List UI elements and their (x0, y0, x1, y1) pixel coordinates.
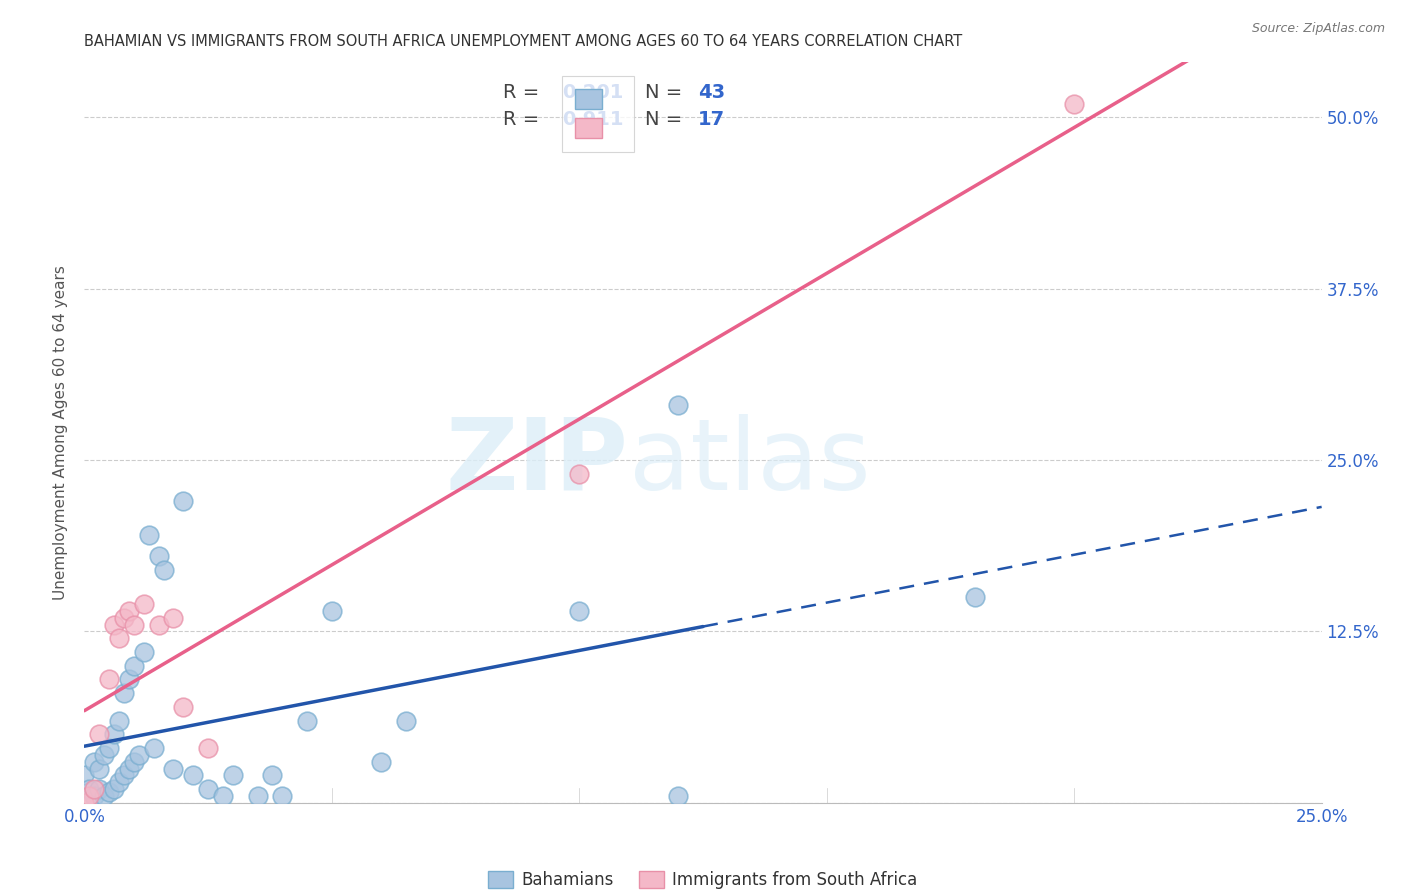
Point (212, 789, 235, 803)
Point (98, 741, 121, 756)
Point (246, 789, 269, 803)
Point (103, 782, 125, 797)
Point (295, 714, 318, 728)
Point (118, 673, 141, 687)
Text: N =: N = (645, 83, 689, 102)
Point (138, 528, 160, 542)
Text: R =: R = (502, 83, 546, 102)
Text: 43: 43 (697, 83, 725, 102)
Point (395, 714, 418, 728)
Point (262, 768, 284, 782)
Point (197, 741, 219, 756)
Point (162, 762, 184, 776)
Point (108, 775, 131, 789)
Point (152, 563, 174, 577)
Point (132, 597, 155, 611)
Point (1063, 96, 1085, 111)
Point (93, 747, 115, 762)
Point (321, 604, 343, 618)
Point (181, 768, 204, 782)
Point (118, 762, 141, 776)
Point (666, 398, 689, 412)
Point (98, 673, 121, 687)
Point (148, 617, 170, 632)
Point (132, 645, 155, 659)
Point (172, 494, 194, 508)
Point (89, 727, 111, 741)
Point (122, 617, 145, 632)
Point (73, 796, 96, 810)
Point (370, 755, 392, 769)
Point (118, 604, 141, 618)
Text: 17: 17 (697, 110, 725, 129)
Text: R =: R = (502, 110, 546, 129)
Point (108, 632, 131, 646)
Point (79, 782, 101, 797)
Point (108, 714, 131, 728)
Point (83, 789, 105, 803)
Text: 0.201: 0.201 (562, 83, 623, 102)
Text: ZIP: ZIP (446, 414, 628, 511)
Text: BAHAMIAN VS IMMIGRANTS FROM SOUTH AFRICA UNEMPLOYMENT AMONG AGES 60 TO 64 YEARS : BAHAMIAN VS IMMIGRANTS FROM SOUTH AFRICA… (84, 34, 963, 49)
Point (666, 789, 689, 803)
Point (98, 785, 121, 799)
Point (148, 549, 170, 563)
Point (112, 686, 135, 700)
Point (965, 590, 987, 604)
Point (568, 604, 591, 618)
Text: 0.911: 0.911 (562, 110, 623, 129)
Point (142, 741, 165, 756)
Point (79, 789, 101, 803)
Text: Source: ZipAtlas.com: Source: ZipAtlas.com (1251, 22, 1385, 36)
Point (83, 782, 105, 797)
Point (112, 768, 135, 782)
Point (122, 658, 145, 673)
Point (172, 699, 194, 714)
Point (103, 617, 125, 632)
Point (83, 755, 105, 769)
Y-axis label: Unemployment Among Ages 60 to 64 years: Unemployment Among Ages 60 to 64 years (53, 265, 69, 600)
Point (128, 747, 150, 762)
Point (568, 467, 591, 481)
Point (93, 789, 115, 803)
Point (222, 768, 245, 782)
Point (162, 610, 184, 624)
Point (73, 768, 96, 782)
Point (112, 610, 135, 624)
Point (197, 782, 219, 797)
Text: atlas: atlas (628, 414, 870, 511)
Point (271, 789, 294, 803)
Point (89, 762, 111, 776)
Point (122, 755, 145, 769)
Legend: Bahamians, Immigrants from South Africa: Bahamians, Immigrants from South Africa (479, 863, 927, 892)
Point (103, 727, 125, 741)
Text: N =: N = (645, 110, 689, 129)
Point (89, 782, 111, 797)
